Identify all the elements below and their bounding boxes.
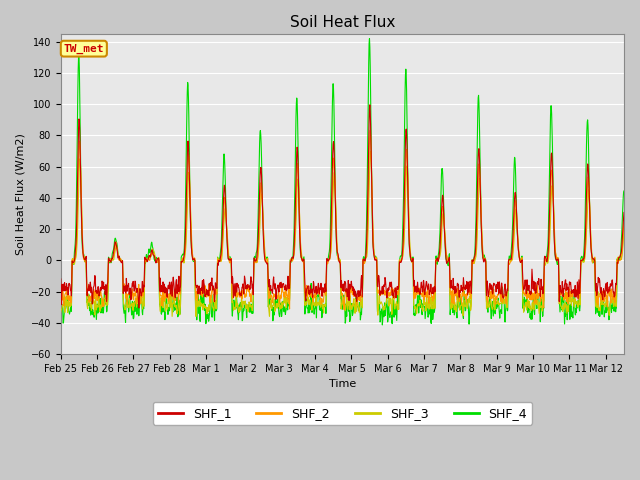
SHF_4 bbox=[620, 188, 628, 194]
SHF_3 bbox=[169, 306, 177, 312]
SHF_2 bbox=[271, 293, 278, 299]
SHF_2 bbox=[547, 207, 554, 213]
SHF_1 bbox=[271, 286, 278, 291]
SHF_1 bbox=[366, 102, 374, 108]
Y-axis label: Soil Heat Flux (W/m2): Soil Heat Flux (W/m2) bbox=[15, 133, 25, 255]
SHF_1 bbox=[57, 276, 65, 282]
SHF_4 bbox=[220, 168, 227, 174]
SHF_3 bbox=[271, 309, 278, 314]
SHF_4 bbox=[484, 309, 492, 314]
SHF_4 bbox=[57, 297, 65, 302]
SHF_2 bbox=[158, 303, 166, 309]
SHF_1 bbox=[484, 285, 492, 290]
Legend: SHF_1, SHF_2, SHF_3, SHF_4: SHF_1, SHF_2, SHF_3, SHF_4 bbox=[152, 402, 532, 425]
Title: Soil Heat Flux: Soil Heat Flux bbox=[290, 15, 395, 30]
SHF_4 bbox=[169, 308, 177, 313]
SHF_2 bbox=[620, 220, 628, 226]
SHF_3 bbox=[484, 297, 492, 302]
SHF_3 bbox=[547, 227, 554, 232]
SHF_2 bbox=[484, 300, 492, 305]
SHF_3 bbox=[220, 225, 227, 230]
Line: SHF_2: SHF_2 bbox=[61, 130, 624, 310]
SHF_1 bbox=[620, 210, 628, 216]
SHF_3 bbox=[57, 309, 65, 315]
SHF_4 bbox=[547, 132, 554, 137]
SHF_3 bbox=[158, 302, 166, 308]
SHF_3 bbox=[367, 149, 374, 155]
SHF_2 bbox=[340, 307, 348, 312]
SHF_4 bbox=[271, 308, 278, 313]
X-axis label: Time: Time bbox=[329, 379, 356, 389]
SHF_1 bbox=[169, 277, 177, 283]
SHF_1 bbox=[135, 305, 143, 311]
Line: SHF_1: SHF_1 bbox=[61, 105, 624, 308]
SHF_1 bbox=[220, 193, 227, 199]
SHF_4 bbox=[365, 36, 373, 41]
SHF_2 bbox=[57, 290, 65, 296]
Line: SHF_3: SHF_3 bbox=[61, 152, 624, 316]
SHF_2 bbox=[366, 127, 374, 133]
SHF_4 bbox=[378, 322, 386, 328]
SHF_2 bbox=[220, 220, 227, 226]
Text: TW_met: TW_met bbox=[63, 44, 104, 54]
SHF_1 bbox=[159, 289, 166, 295]
Line: SHF_4: SHF_4 bbox=[61, 38, 624, 325]
SHF_2 bbox=[169, 293, 177, 299]
SHF_4 bbox=[158, 298, 166, 303]
SHF_1 bbox=[547, 186, 554, 192]
SHF_3 bbox=[192, 313, 200, 319]
SHF_3 bbox=[620, 228, 628, 234]
